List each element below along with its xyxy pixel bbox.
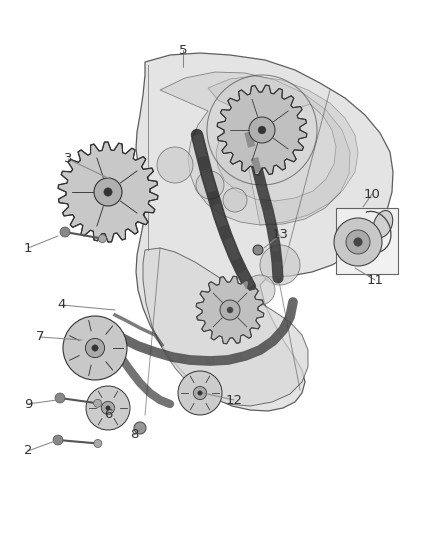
Polygon shape	[136, 53, 393, 411]
Circle shape	[353, 238, 362, 246]
Circle shape	[94, 399, 102, 407]
Circle shape	[106, 406, 110, 410]
Text: 2: 2	[24, 445, 32, 457]
Text: 10: 10	[364, 188, 381, 200]
Polygon shape	[196, 276, 264, 344]
Circle shape	[94, 178, 122, 206]
FancyBboxPatch shape	[336, 208, 398, 274]
Circle shape	[223, 188, 247, 212]
Circle shape	[249, 117, 275, 143]
Text: 4: 4	[58, 298, 66, 311]
Circle shape	[86, 386, 130, 430]
Text: 8: 8	[130, 429, 138, 441]
Circle shape	[253, 245, 263, 255]
Circle shape	[99, 235, 106, 243]
Circle shape	[102, 401, 115, 415]
Circle shape	[196, 171, 224, 199]
Text: 13: 13	[272, 229, 289, 241]
Text: 11: 11	[367, 273, 384, 287]
Circle shape	[198, 391, 202, 395]
Ellipse shape	[373, 211, 393, 238]
Text: 6: 6	[104, 408, 112, 422]
Polygon shape	[208, 76, 358, 225]
Circle shape	[85, 338, 105, 358]
Text: 3: 3	[64, 152, 72, 166]
Circle shape	[134, 422, 146, 434]
Polygon shape	[58, 142, 158, 242]
Circle shape	[220, 300, 240, 320]
Circle shape	[63, 316, 127, 380]
Circle shape	[227, 307, 233, 313]
Circle shape	[258, 126, 266, 134]
Circle shape	[53, 435, 63, 445]
Text: 5: 5	[179, 44, 187, 56]
Circle shape	[92, 345, 98, 351]
Circle shape	[245, 275, 275, 305]
Polygon shape	[217, 85, 307, 175]
Circle shape	[194, 386, 207, 400]
Circle shape	[260, 245, 300, 285]
Polygon shape	[160, 72, 350, 225]
Circle shape	[346, 230, 370, 254]
Circle shape	[94, 440, 102, 448]
Text: 7: 7	[36, 330, 44, 343]
Text: 12: 12	[226, 393, 243, 407]
Circle shape	[104, 188, 112, 196]
Polygon shape	[143, 248, 308, 406]
Circle shape	[178, 371, 222, 415]
Text: 1: 1	[24, 241, 32, 254]
Circle shape	[157, 147, 193, 183]
Circle shape	[334, 218, 382, 266]
Circle shape	[55, 393, 65, 403]
Text: 9: 9	[24, 398, 32, 410]
Circle shape	[60, 227, 70, 237]
